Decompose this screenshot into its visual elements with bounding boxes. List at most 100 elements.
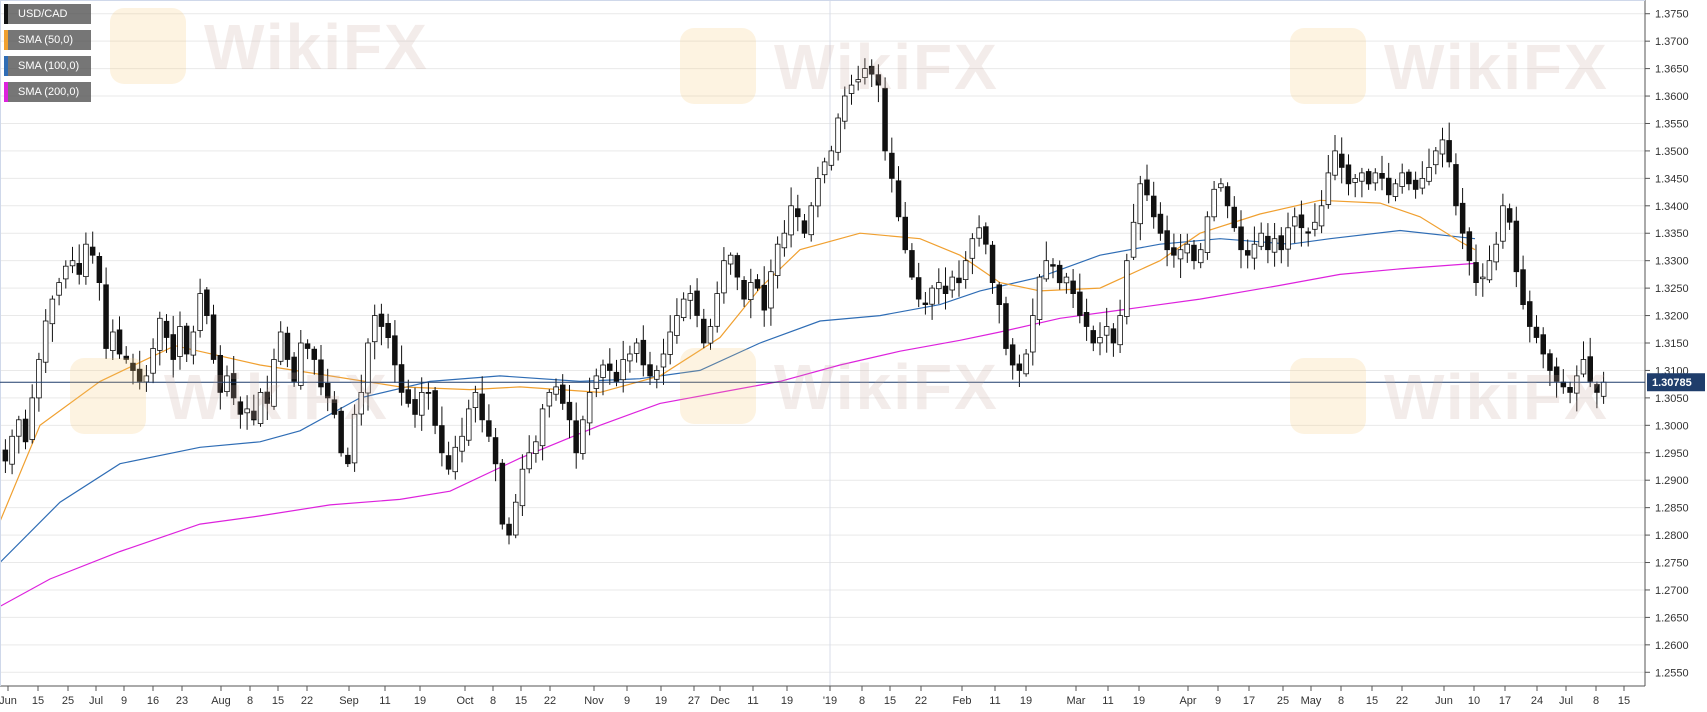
candle (788, 187, 794, 248)
candle-body-up (600, 364, 606, 378)
candle (1009, 338, 1016, 380)
candle (284, 326, 291, 368)
candle-body-down (1446, 140, 1452, 163)
candle-body-down (439, 425, 445, 454)
candle-body-up (358, 391, 364, 415)
candle (962, 251, 969, 289)
candle-body-down (251, 410, 257, 421)
candle (452, 435, 458, 480)
candle (1520, 255, 1526, 310)
candle (351, 404, 358, 472)
candle (821, 157, 828, 184)
candle (539, 404, 546, 461)
candle-body-down (942, 285, 949, 295)
candle (1251, 226, 1258, 270)
candle (1359, 167, 1365, 198)
candle-body-down (1151, 195, 1157, 218)
candle-body-down (1265, 235, 1271, 251)
y-tick-label: 1.3050 (1655, 393, 1689, 405)
candle-body-up (862, 68, 868, 78)
candle-body-up (1285, 227, 1291, 250)
candle (251, 394, 257, 426)
candle (1426, 148, 1432, 186)
legend-item-sma50[interactable]: SMA (50,0) (4, 30, 92, 50)
candle (1506, 203, 1513, 230)
candle (1151, 181, 1157, 229)
candle-body-down (1587, 356, 1594, 382)
candle (915, 262, 922, 308)
candle-body-up (1332, 150, 1338, 176)
candle (1305, 227, 1311, 247)
legend-item-sma200[interactable]: SMA (200,0) (4, 82, 92, 102)
candle-body-down (392, 335, 398, 366)
x-tick-label: 9 (624, 695, 630, 707)
candle (15, 415, 22, 454)
x-tick-label: 8 (859, 695, 865, 707)
candle (506, 517, 512, 545)
candle-body-down (89, 246, 96, 256)
x-tick-label: Apr (1179, 695, 1196, 707)
candle (1439, 127, 1446, 168)
candle-body-down (1278, 235, 1285, 251)
y-tick-label: 1.2950 (1655, 448, 1689, 460)
candle-body-down (566, 401, 573, 421)
candle-body-down (1056, 264, 1063, 284)
candle (445, 441, 452, 475)
candle (828, 145, 835, 171)
candle (1157, 202, 1164, 241)
watermark: WikiFX (680, 348, 999, 430)
candle-body-up (687, 293, 694, 301)
candle (1130, 203, 1137, 260)
candle-body-down (445, 455, 452, 470)
candle-body-down (1527, 301, 1533, 327)
candle-body-down (915, 277, 922, 300)
candle-body-up (1130, 221, 1137, 258)
x-tick-label: 22 (1396, 695, 1408, 707)
candle (1406, 169, 1412, 191)
candle-body-down (801, 220, 808, 234)
candle (358, 374, 364, 426)
candle-body-down (734, 255, 741, 278)
y-tick-label: 1.3750 (1655, 9, 1689, 21)
candle (1103, 307, 1110, 353)
candle-body-up (526, 452, 532, 470)
candle (1258, 222, 1264, 251)
candle-body-up (271, 359, 277, 407)
candle (761, 266, 768, 327)
candle (1345, 154, 1352, 196)
candle (1587, 337, 1594, 388)
candle (1493, 231, 1499, 271)
candle (1043, 241, 1050, 282)
candle (1365, 168, 1372, 190)
candle (371, 304, 378, 360)
candle (942, 267, 949, 310)
candle (150, 338, 156, 384)
candle-body-up (1271, 238, 1278, 253)
candle (1513, 206, 1520, 288)
candle-body-down (217, 354, 223, 393)
candle-body-down (338, 410, 344, 454)
legend-item-usdcad[interactable]: USD/CAD (4, 4, 92, 24)
x-tick-label: 25 (1277, 695, 1289, 707)
candle-body-up (1211, 188, 1217, 218)
candle (1339, 137, 1345, 184)
candle (177, 311, 183, 370)
candle (607, 348, 613, 385)
candle-body-up (808, 205, 815, 236)
candle (42, 309, 49, 373)
y-tick-label: 1.3600 (1655, 91, 1689, 103)
candle-body-up (660, 353, 667, 368)
candle-body-down (318, 359, 324, 388)
x-tick-label: Sep (339, 695, 359, 707)
legend-item-sma100[interactable]: SMA (100,0) (4, 56, 92, 76)
x-tick-label: Jun (1435, 695, 1453, 707)
candle (1453, 153, 1459, 216)
candle-body-up (1359, 172, 1365, 182)
x-tick-label: 19 (655, 695, 667, 707)
y-tick-label: 1.3500 (1655, 146, 1689, 158)
candle (412, 387, 418, 428)
candle-body-down (204, 289, 210, 316)
candle (680, 292, 687, 322)
candle-body-up (36, 359, 42, 399)
x-tick-label: Feb (953, 695, 972, 707)
